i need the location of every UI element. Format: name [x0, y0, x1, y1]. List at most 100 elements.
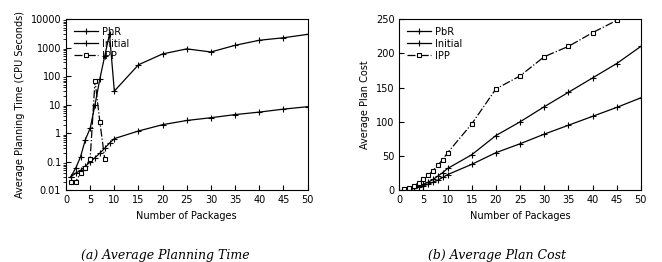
Initial: [420, 183, 428, 186]
Initial: [71, 167, 79, 170]
Initial: [516, 120, 524, 123]
IPP: [77, 172, 85, 175]
IPP: [516, 74, 524, 78]
Initial: [231, 44, 239, 47]
IPP: [613, 19, 621, 22]
IPP: [637, 5, 645, 8]
PbR: [105, 141, 113, 145]
Initial: [304, 33, 312, 36]
PbR: [637, 96, 645, 99]
IPP: [405, 186, 413, 189]
Initial: [67, 175, 75, 178]
Initial: [86, 127, 94, 130]
PbR: [71, 172, 79, 175]
Initial: [439, 171, 447, 174]
Line: IPP: IPP: [402, 4, 643, 191]
Text: (a) Average Planning Time: (a) Average Planning Time: [81, 249, 250, 262]
PbR: [96, 152, 104, 155]
Initial: [444, 167, 451, 170]
Initial: [81, 138, 89, 141]
IPP: [444, 151, 451, 154]
PbR: [492, 151, 500, 154]
Initial: [77, 155, 85, 158]
Initial: [207, 50, 215, 53]
PbR: [91, 156, 99, 159]
PbR: [540, 133, 548, 136]
IPP: [101, 157, 109, 160]
IPP: [492, 87, 500, 90]
PbR: [420, 184, 428, 187]
IPP: [589, 31, 596, 34]
Line: Initial: Initial: [401, 43, 644, 193]
IPP: [565, 45, 573, 48]
IPP: [81, 167, 89, 170]
PbR: [410, 187, 418, 190]
PbR: [134, 129, 142, 133]
IPP: [434, 163, 442, 167]
PbR: [405, 187, 413, 190]
PbR: [231, 113, 239, 116]
IPP: [414, 181, 422, 184]
Initial: [492, 134, 500, 137]
Initial: [101, 54, 109, 58]
Initial: [96, 77, 104, 80]
PbR: [86, 160, 94, 163]
PbR: [444, 173, 451, 176]
Initial: [159, 52, 167, 56]
PbR: [439, 176, 447, 179]
Initial: [405, 187, 413, 190]
PbR: [414, 185, 422, 189]
Initial: [589, 77, 596, 80]
Line: PbR: PbR: [68, 103, 311, 180]
IPP: [424, 174, 432, 177]
IPP: [439, 158, 447, 161]
PbR: [400, 188, 408, 191]
Y-axis label: Average Planning Time (CPU Seconds): Average Planning Time (CPU Seconds): [15, 11, 25, 198]
Initial: [468, 153, 476, 156]
Line: Initial: Initial: [68, 30, 311, 180]
Line: IPP: IPP: [69, 79, 107, 184]
Initial: [400, 188, 408, 191]
PbR: [589, 115, 596, 118]
Initial: [613, 62, 621, 65]
PbR: [77, 169, 85, 172]
Initial: [540, 105, 548, 108]
IPP: [91, 79, 99, 82]
X-axis label: Number of Packages: Number of Packages: [470, 211, 571, 221]
PbR: [101, 147, 109, 150]
Initial: [134, 63, 142, 66]
PbR: [468, 163, 476, 166]
IPP: [96, 120, 104, 123]
PbR: [434, 178, 442, 182]
PbR: [183, 119, 191, 122]
Initial: [637, 45, 645, 48]
IPP: [468, 122, 476, 125]
PbR: [81, 165, 89, 168]
Initial: [410, 186, 418, 189]
PbR: [304, 105, 312, 108]
Initial: [434, 174, 442, 178]
Y-axis label: Average Plan Cost: Average Plan Cost: [360, 60, 370, 149]
IPP: [71, 180, 79, 183]
Legend: PbR, Initial, IPP: PbR, Initial, IPP: [71, 24, 132, 64]
PbR: [565, 124, 573, 127]
Line: PbR: PbR: [401, 94, 644, 193]
PbR: [111, 137, 118, 140]
IPP: [400, 187, 408, 190]
PbR: [159, 123, 167, 126]
Initial: [111, 90, 118, 93]
IPP: [410, 184, 418, 187]
Initial: [256, 39, 263, 42]
IPP: [540, 55, 548, 58]
Initial: [424, 181, 432, 184]
IPP: [420, 178, 428, 181]
Initial: [91, 103, 99, 106]
PbR: [207, 116, 215, 119]
PbR: [516, 142, 524, 145]
Initial: [279, 36, 287, 39]
Initial: [414, 185, 422, 188]
Legend: PbR, Initial, IPP: PbR, Initial, IPP: [404, 24, 465, 64]
Initial: [565, 91, 573, 94]
X-axis label: Number of Packages: Number of Packages: [136, 211, 237, 221]
PbR: [613, 106, 621, 109]
